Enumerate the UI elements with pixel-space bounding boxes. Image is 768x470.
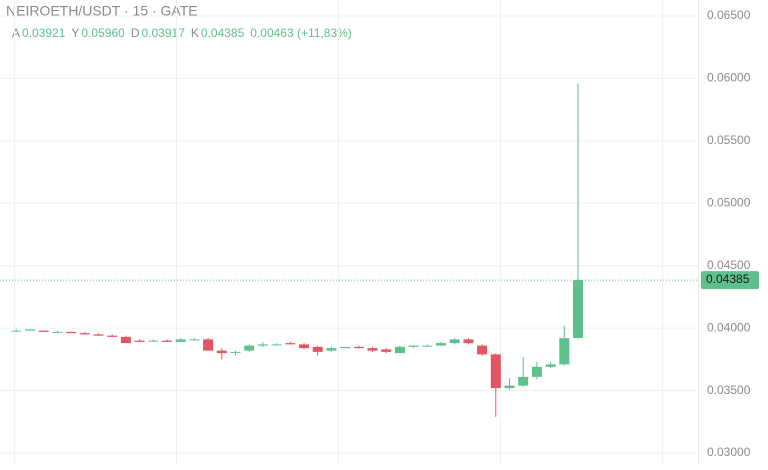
candle-body <box>11 330 22 332</box>
y-tick-label: 0.06500 <box>707 8 751 22</box>
candle-body <box>545 364 556 367</box>
candle-body <box>230 351 241 353</box>
y-tick-label: 0.03500 <box>707 383 751 397</box>
candle-body <box>216 350 227 354</box>
candle-body <box>79 333 90 335</box>
candle-body <box>299 344 309 349</box>
candle-body <box>422 345 433 347</box>
candle-body <box>573 280 583 339</box>
candle-body <box>477 345 488 355</box>
y-tick-label: 0.04500 <box>707 258 751 272</box>
y-tick-label: 0.04000 <box>707 320 751 334</box>
y-tick-label: 0.05500 <box>707 133 751 147</box>
candle-body <box>559 338 570 365</box>
ohlc-legend: A 0.03921 Y 0.05960 D 0.03917 K 0.04385 0.00463 … <box>12 26 352 40</box>
candle-body <box>518 376 529 386</box>
y-tick-label: 0.05000 <box>707 195 751 209</box>
candle-body <box>408 345 419 347</box>
candle-body <box>353 346 364 349</box>
y-tick-label: 0.06000 <box>707 71 751 85</box>
legend-label: A <box>12 26 20 40</box>
candle-body <box>340 346 351 349</box>
candle-body <box>148 340 159 342</box>
legend-value: 0.03917 <box>141 26 185 40</box>
candle-body <box>449 339 460 344</box>
legend-label: Y <box>71 26 79 40</box>
y-tick-label: 0.03000 <box>707 445 751 459</box>
candle-body <box>38 330 49 332</box>
legend-label: K <box>191 26 199 40</box>
legend-label: D <box>131 26 140 40</box>
candle-body <box>490 354 501 389</box>
legend-value: 0.04385 <box>201 26 245 40</box>
candle-body <box>244 345 255 351</box>
chart-title: NEIROETH/USDT · 15 · GATE <box>6 3 198 19</box>
candle-body <box>203 339 214 351</box>
candle-body <box>381 349 392 352</box>
candle-body <box>107 335 118 337</box>
legend-value: 0.05960 <box>81 26 125 40</box>
candle-body <box>66 331 77 334</box>
candle-body <box>25 329 35 331</box>
legend-value: 0.03921 <box>22 26 66 40</box>
candle-body <box>531 366 542 377</box>
candle-body <box>52 331 63 333</box>
candle-body <box>436 343 446 346</box>
last-price-label: 0.04385 <box>706 272 750 286</box>
candle-body <box>312 346 323 352</box>
candle-body <box>134 340 145 342</box>
change-label: 0.00463 (+11,83%) <box>250 26 352 40</box>
candle-body <box>175 339 186 342</box>
candle-body <box>394 346 405 354</box>
candle-body <box>162 340 172 342</box>
candle-body <box>463 339 474 344</box>
candle-body <box>326 348 337 351</box>
candle-body <box>504 385 515 389</box>
candle-body <box>285 343 296 345</box>
candle-body <box>120 336 131 344</box>
candle-body <box>257 344 268 346</box>
last-price-box <box>701 271 759 290</box>
candle-body <box>367 348 378 351</box>
candle-body <box>93 334 104 336</box>
candle-body <box>189 339 200 341</box>
candle-body <box>271 344 282 346</box>
